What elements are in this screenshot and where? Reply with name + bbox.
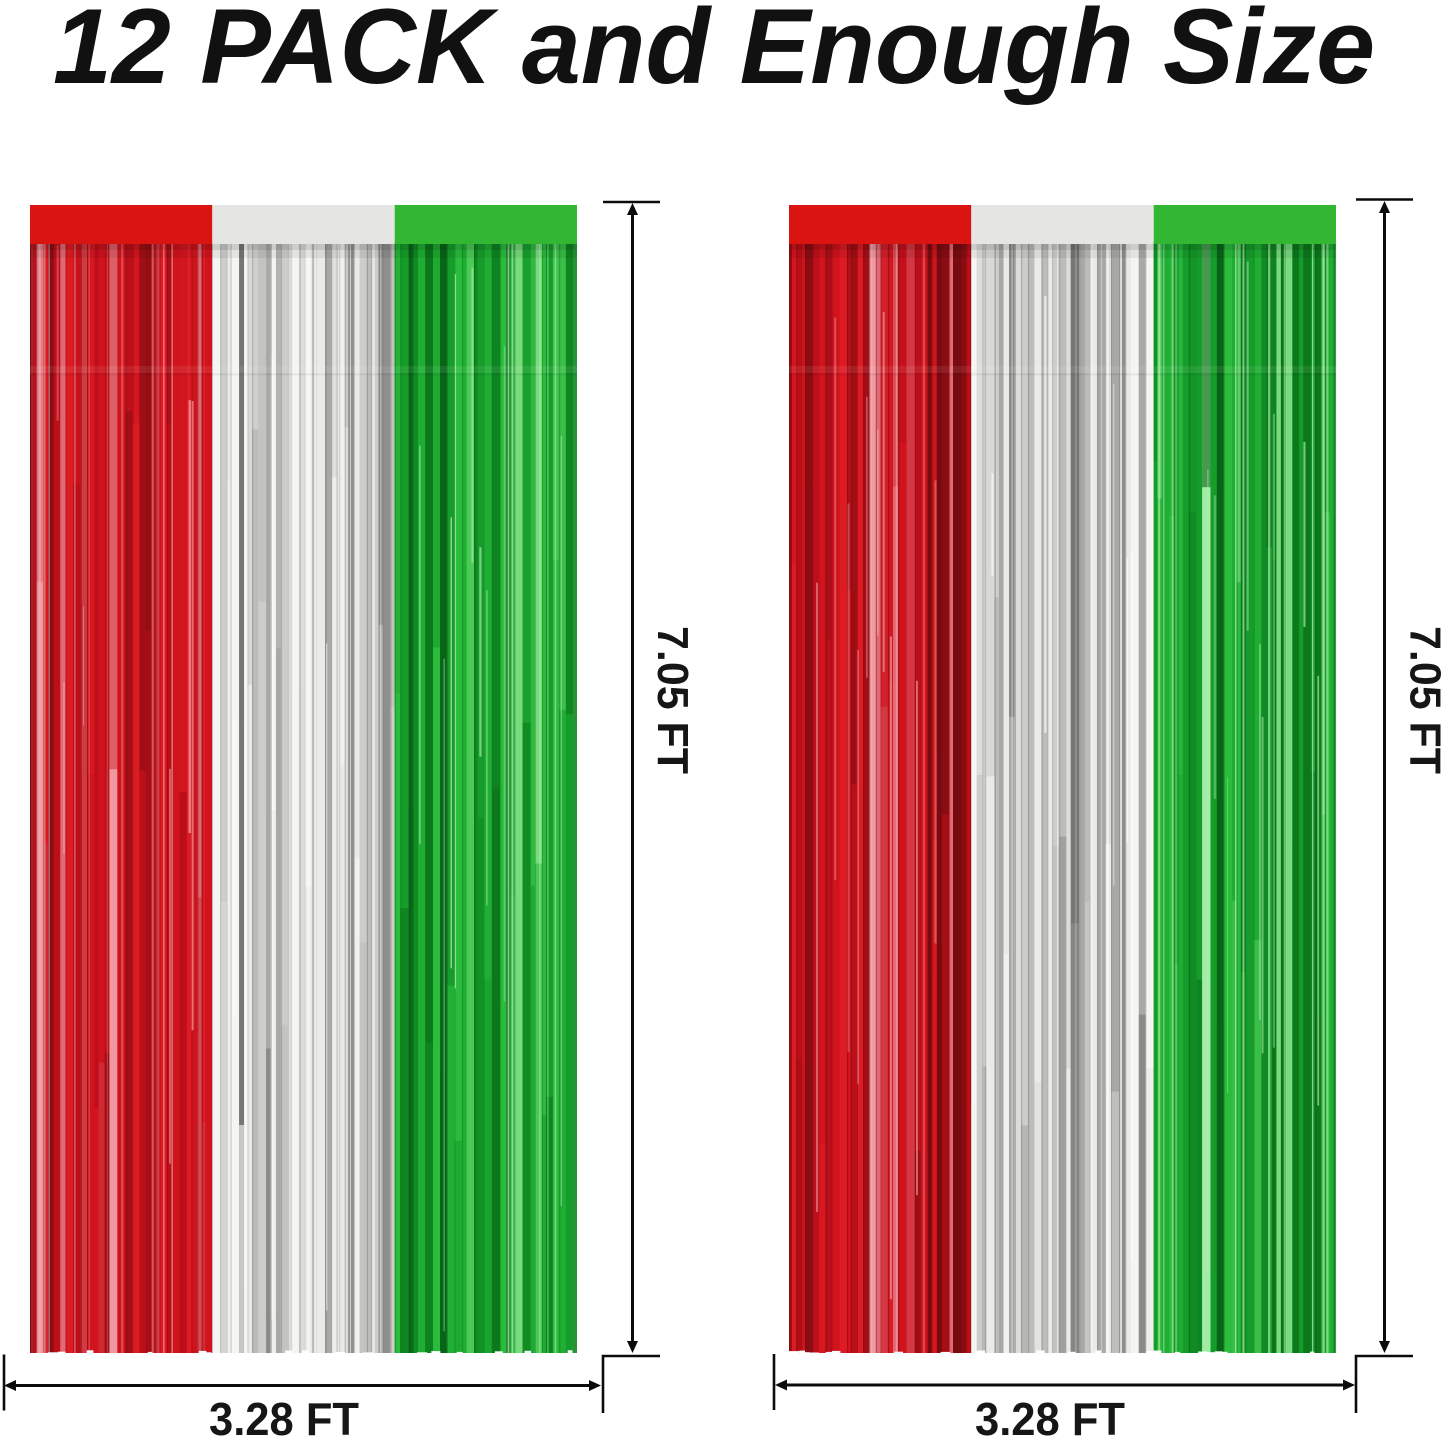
- svg-text:12 PACK and Enough Size: 12 PACK and Enough Size: [53, 0, 1375, 106]
- svg-text:3.28 FT: 3.28 FT: [975, 1393, 1125, 1438]
- svg-text:7.05 FT: 7.05 FT: [648, 626, 697, 774]
- svg-text:7.05 FT: 7.05 FT: [1401, 626, 1445, 774]
- svg-text:3.28 FT: 3.28 FT: [209, 1393, 359, 1438]
